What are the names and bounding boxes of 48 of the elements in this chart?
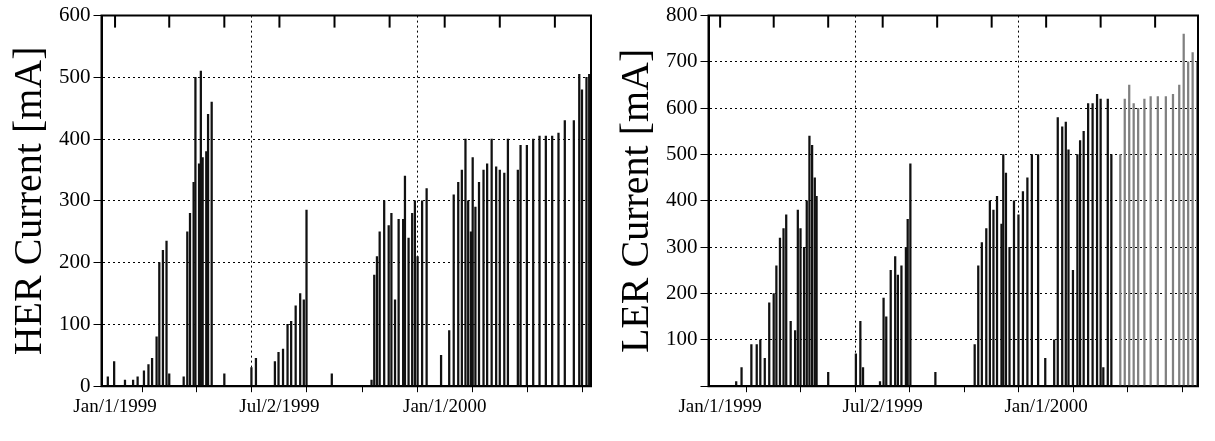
y-axis-title: LER Current [mA] xyxy=(611,48,657,354)
bar xyxy=(136,376,139,387)
y-tick-label: 500 xyxy=(59,63,91,88)
bar xyxy=(390,212,393,387)
y-tick-label: 200 xyxy=(59,249,91,274)
bar xyxy=(1143,98,1146,387)
bar xyxy=(1026,177,1029,387)
bar xyxy=(1017,214,1020,387)
y-tick-label: 400 xyxy=(59,125,91,150)
y-tick-label: 600 xyxy=(59,2,91,27)
y-tick-label: 600 xyxy=(666,94,698,119)
y-tick-label: 200 xyxy=(666,280,698,305)
bar xyxy=(305,209,308,387)
x-tick-label: Jan/1/1999 xyxy=(73,394,157,416)
x-tick-label: Jul/2/1999 xyxy=(239,394,320,416)
x-tick-label: Jan/1/2000 xyxy=(403,394,487,416)
y-tick-label: 800 xyxy=(666,2,698,27)
bar xyxy=(740,367,743,387)
y-axis-title: HER Current [mA] xyxy=(4,46,50,356)
y-tick-label: 300 xyxy=(666,233,698,258)
bar xyxy=(464,138,467,387)
bar xyxy=(750,344,753,387)
bar xyxy=(250,367,253,387)
bar xyxy=(194,77,197,387)
x-tick-label: Jan/1/1999 xyxy=(678,394,762,416)
y-tick-label: 700 xyxy=(666,48,698,73)
bar xyxy=(882,297,885,387)
x-tick-label: Jan/1/2000 xyxy=(1004,394,1088,416)
bar xyxy=(934,371,937,387)
bar xyxy=(519,144,522,387)
bar xyxy=(425,188,428,387)
x-tick-label: Jul/2/1999 xyxy=(842,394,923,416)
bar xyxy=(557,132,560,387)
bar xyxy=(286,324,289,387)
bar xyxy=(909,163,912,387)
bar xyxy=(585,77,588,387)
y-tick-label: 300 xyxy=(59,187,91,212)
y-tick-label: 400 xyxy=(666,187,698,212)
bar xyxy=(277,351,280,387)
y-tick-label: 100 xyxy=(666,326,698,351)
y-tick-label: 100 xyxy=(59,310,91,335)
bar xyxy=(808,135,811,387)
y-tick-label: 500 xyxy=(666,141,698,166)
bar xyxy=(900,265,903,387)
y-tick-label: 0 xyxy=(80,372,91,397)
bar xyxy=(165,240,168,387)
bar xyxy=(538,135,541,387)
bar xyxy=(1091,103,1094,387)
